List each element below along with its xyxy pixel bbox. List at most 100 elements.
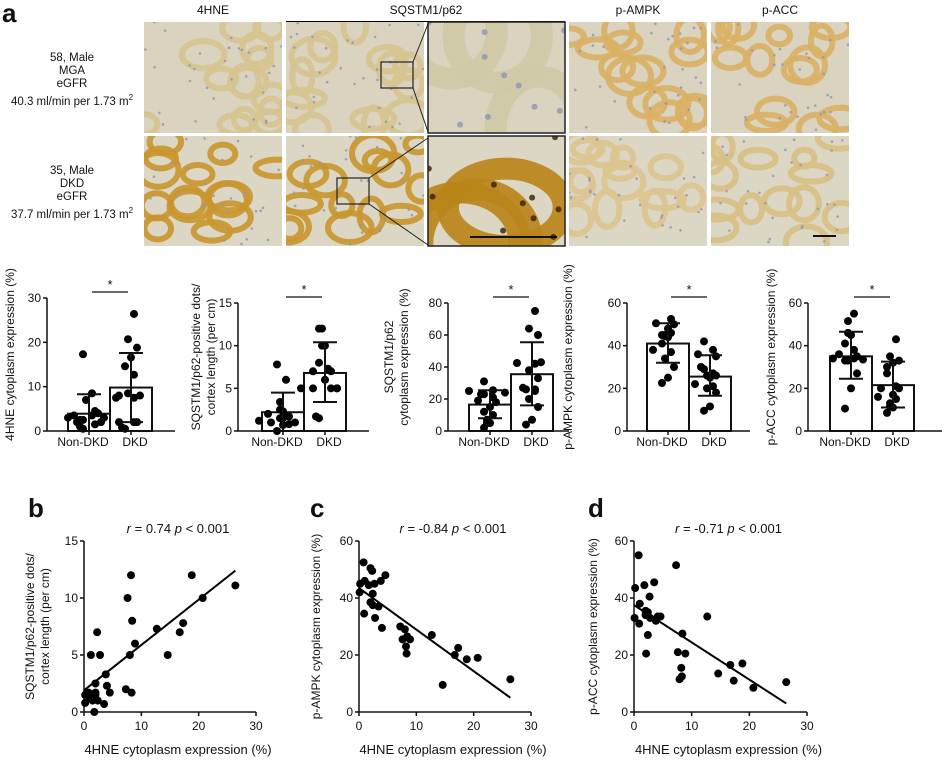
nucleus (569, 196, 573, 199)
y-tick-label: 10 (65, 591, 79, 605)
tubule (569, 167, 597, 203)
nucleus (826, 202, 829, 206)
x-tick-label: DKD (884, 435, 910, 449)
data-point (91, 407, 99, 416)
nucleus (360, 231, 364, 234)
x-tick-label: DKD (701, 435, 727, 449)
tubule (675, 95, 707, 132)
tubule (591, 188, 623, 230)
tubule (743, 111, 790, 133)
tubule (219, 22, 262, 44)
nucleus (585, 235, 588, 239)
nucleus (280, 45, 282, 48)
nucleus (648, 106, 652, 110)
nucleus (653, 90, 656, 94)
tubule (252, 156, 282, 180)
micrograph-dkd-p-ampk (569, 136, 707, 246)
y-tick-label: 5 (225, 381, 232, 395)
y-tick-label: 0 (614, 424, 621, 438)
row-label-egfr: eGFR (56, 191, 88, 203)
data-point (406, 635, 415, 644)
data-point (635, 599, 644, 608)
tubule (207, 141, 239, 166)
nucleus (376, 78, 379, 82)
nucleus (719, 201, 722, 205)
regression-line (83, 569, 236, 692)
nucleus (229, 197, 233, 200)
nucleus (500, 227, 507, 234)
nucleus (829, 110, 832, 114)
nucleus (161, 123, 165, 126)
data-point (477, 390, 485, 399)
data-point (700, 406, 708, 415)
data-point (309, 384, 317, 393)
x-tick-label: DKD (523, 435, 549, 449)
tubule (288, 35, 339, 78)
nucleus (399, 136, 403, 140)
nucleus (529, 194, 536, 201)
data-point (643, 631, 652, 640)
nucleus (668, 121, 671, 125)
y-axis-label: p-AMPK cytoplasm expression (%) (309, 534, 323, 719)
nucleus (798, 68, 802, 71)
nucleus (768, 237, 772, 241)
data-point (100, 413, 108, 422)
tubule (244, 44, 275, 73)
nucleus (682, 177, 686, 180)
data-point (255, 416, 263, 425)
nucleus (362, 76, 365, 80)
data-point (782, 678, 791, 687)
nucleus (264, 119, 268, 123)
nucleus (192, 67, 196, 71)
nucleus (296, 22, 300, 25)
p-symbol: p (174, 521, 182, 536)
nucleus (324, 46, 328, 50)
data-point (658, 331, 666, 339)
nucleus (144, 48, 147, 51)
nucleus (555, 206, 562, 213)
nucleus (778, 47, 782, 51)
data-point (658, 379, 666, 387)
nucleus (833, 203, 836, 206)
nucleus (816, 207, 820, 211)
r-value: = 0.74 (131, 521, 175, 536)
nucleus (457, 121, 464, 128)
data-point (309, 367, 317, 376)
nucleus (725, 189, 728, 193)
tubule (349, 105, 398, 132)
nucleus (261, 91, 265, 94)
nucleus (813, 104, 817, 107)
zoom-line (412, 23, 429, 63)
nucleus (561, 27, 565, 34)
data-point (377, 623, 386, 632)
data-point (360, 609, 369, 618)
nucleus (221, 203, 225, 206)
nucleus (721, 145, 724, 148)
tubule (402, 136, 424, 156)
data-point (123, 594, 132, 602)
y-tick-label: 40 (340, 591, 354, 605)
nucleus (661, 224, 664, 227)
data-point (664, 373, 672, 382)
data-point (381, 571, 390, 580)
data-point (895, 356, 903, 365)
nucleus (773, 53, 776, 57)
nucleus (277, 168, 281, 172)
nucleus (244, 75, 248, 78)
scatter-chart-scatter-b: 0 5 10 15 0 10 20 30 r = 0.74 p < 0.001 4HNE cyto… (23, 521, 272, 757)
nucleus (153, 22, 156, 24)
y-tick-label: 40 (429, 360, 443, 374)
y-axis-label: p-ACC cytoplasm expression (%) (764, 269, 778, 446)
data-point (534, 331, 542, 339)
nucleus (311, 35, 314, 39)
y-tick-label: 10 (28, 380, 42, 394)
nucleus (295, 32, 299, 36)
nucleus (714, 39, 717, 43)
nucleus (318, 71, 321, 74)
nucleus (302, 187, 306, 190)
data-point (76, 415, 84, 424)
x-tick-label: 30 (249, 719, 263, 733)
nucleus (650, 31, 653, 35)
nucleus (598, 85, 602, 88)
y-tick-label: 20 (789, 381, 803, 395)
